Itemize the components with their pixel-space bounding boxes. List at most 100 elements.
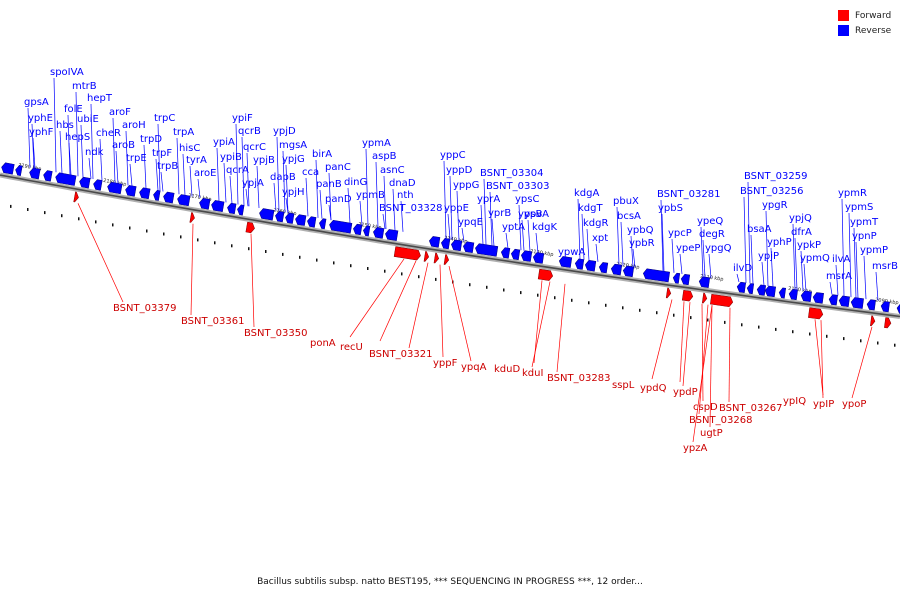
gene-label-ypja: ypjA [242,178,264,189]
gene-label-dapb: dapB [270,172,296,183]
gene-label-trpb: trpB [157,161,178,172]
gene-label-panc: panC [325,162,351,173]
gene-label-ypsb: ypsB [518,209,542,220]
reverse-gene [163,191,175,204]
leader-line [531,281,551,368]
leader-line [447,213,451,240]
gene-label-ypta: yptA [502,222,525,233]
leader-line [595,243,599,262]
leader-line [701,303,704,402]
gene-label-ypqe: ypqE [458,217,483,228]
reverse-gene [125,185,137,197]
leader-line [365,148,369,227]
leader-line [875,271,879,301]
gene-label-ypep: ypeP [676,243,700,254]
feature-tick [350,264,352,268]
reverse-gene [520,250,533,262]
gene-label-kdgt: kdgT [578,203,603,214]
gene-label-ypmr: ypmR [838,188,867,199]
gene-label-arob: aroB [112,140,135,151]
reverse-gene [532,252,545,264]
feature-tick [231,244,233,248]
leader-line [698,304,709,415]
feature-tick [809,332,811,336]
gene-label-panb: panB [316,179,342,190]
gene-label-mtrb: mtrB [72,81,97,92]
gene-label-bcsa: bcsA [617,211,641,222]
gene-label-bsnt-03361: BSNT_03361 [181,316,244,327]
leader-line [449,175,453,240]
reverse-gene [153,189,161,201]
gene-label-yppd: yppD [446,165,473,176]
leader-line [692,305,713,443]
leader-line [182,153,186,196]
leader-line [682,302,691,387]
feature-tick [605,303,607,307]
gene-label-qcra: qcrA [226,165,249,176]
reverse-gene [584,260,597,272]
reverse-gene [850,297,864,309]
leader-line [197,178,201,198]
gene-label-cspd: cspD [693,402,718,413]
reverse-gene [259,208,275,221]
leader-line [443,160,447,239]
leader-line [315,159,319,218]
axis-tick-label: 2110 kbp [700,274,724,283]
leader-line [250,233,255,328]
forward-gene [423,251,430,262]
legend-reverse-label: Reverse [855,25,892,36]
gene-label-fole: folE [64,104,83,115]
gene-label-ypcp: ypcP [668,228,692,239]
gene-label-ilva: ilvA [832,254,850,265]
gene-label-hbs: hbs [56,120,74,131]
leader-line [770,247,774,287]
feature-tick [486,285,488,289]
leader-line [305,177,309,217]
gene-label-ypma: ypmA [362,138,391,149]
leader-line [708,253,712,279]
leader-line [863,255,867,300]
leader-line [160,171,164,192]
gene-label-ypmt: ypmT [850,217,879,228]
gene-label-bsnt-03303: BSNT_03303 [486,181,549,192]
reverse-gene [79,176,91,189]
gene-label-ypza: ypzA [683,443,708,454]
gene-label-bsnt-03350: BSNT_03350 [244,328,307,339]
leader-line [448,266,472,362]
reverse-gene [15,165,23,177]
feature-tick [384,269,386,273]
legend-forward-label: Forward [855,10,892,21]
leader-line [743,196,747,283]
gene-label-kdgr: kdgR [583,218,608,229]
feature-tick [197,238,199,242]
reverse-gene [558,256,573,268]
gene-label-ypva: ypvA [524,209,549,220]
leader-line [241,136,245,206]
leader-line [176,137,180,195]
leader-line [112,117,116,184]
gene-label-ypsc: ypsC [515,194,539,205]
gene-label-asnc: asnC [380,165,405,176]
gene-label-bsnt-03328: BSNT_03328 [379,203,442,214]
leader-line [235,123,239,205]
leader-line [848,212,852,298]
feature-tick [843,337,845,341]
leader-line [736,273,740,283]
leader-line [461,227,465,242]
reverse-gene [500,247,511,259]
gene-label-xpt: xpt [592,233,608,244]
forward-gene [245,221,255,234]
genome-axis [0,172,900,319]
reverse-gene [177,194,191,207]
gene-label-ypop: ypoP [842,399,866,410]
reverse-gene [610,263,623,276]
feature-tick [163,232,165,236]
gene-label-ypip: ypIP [813,399,834,410]
gene-labels: gpsA yphE yphF spoIVA mtrB folE hbs hepT ubiE hep… [24,67,898,454]
leader-line [800,250,804,291]
leader-line [855,241,859,299]
leader-line [80,124,84,178]
leader-line [521,219,525,251]
leader-line [581,213,585,260]
forward-gene [665,287,672,299]
